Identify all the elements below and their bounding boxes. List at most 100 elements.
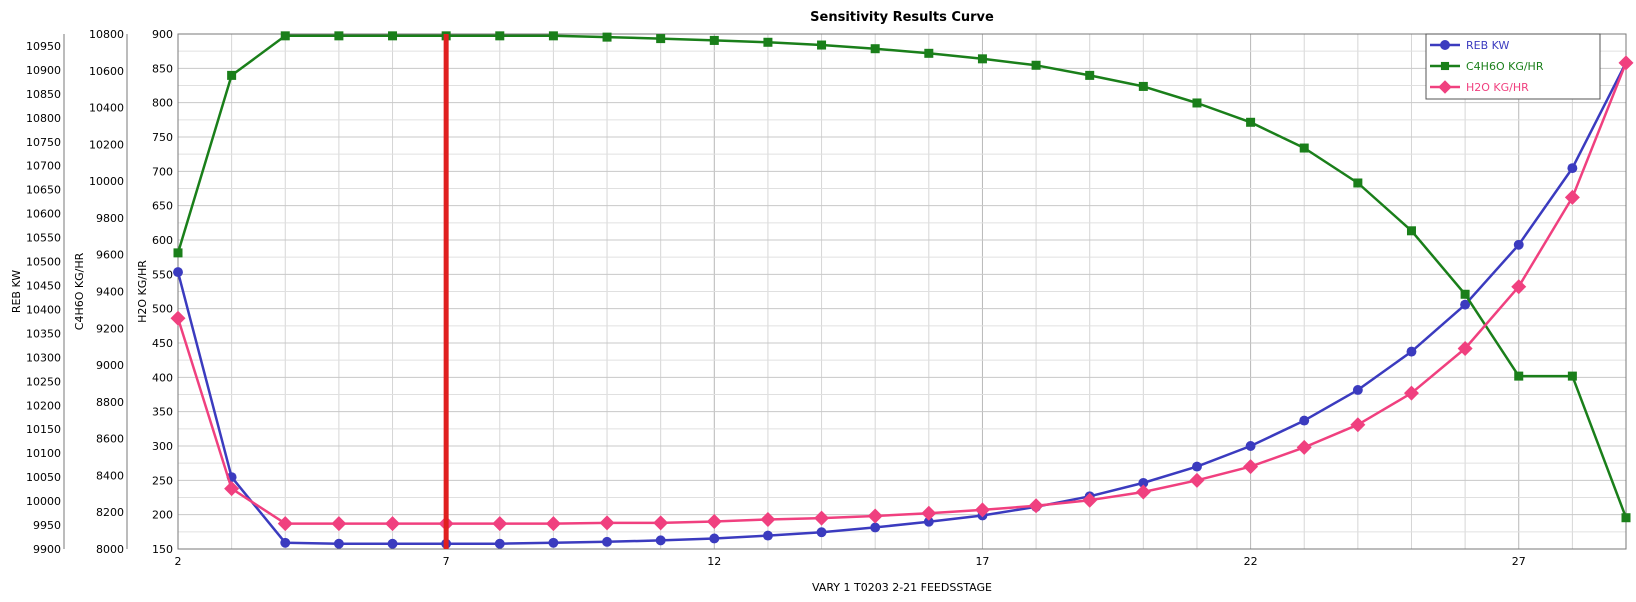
- data-point-c4h6o: [1514, 371, 1524, 381]
- y-tick-label-c4h6o: 10600: [89, 65, 124, 78]
- data-point-h2o: [1189, 472, 1205, 488]
- data-point-c4h6o: [1460, 289, 1470, 299]
- data-point-h2o: [331, 516, 347, 532]
- data-point-reb: [1138, 477, 1149, 488]
- data-point-reb: [1460, 299, 1471, 310]
- legend-label-h2o: H2O KG/HR: [1466, 81, 1529, 94]
- y-tick-label-h2o: 550: [152, 268, 173, 281]
- x-tick-label: 7: [443, 555, 450, 568]
- data-point-c4h6o: [763, 37, 773, 47]
- y-tick-label-h2o: 300: [152, 440, 173, 453]
- data-point-h2o: [545, 516, 561, 532]
- data-point-reb: [387, 538, 398, 549]
- data-point-reb: [655, 535, 666, 546]
- y-tick-label-h2o: 150: [152, 543, 173, 556]
- y-tick-label-reb: 10500: [26, 256, 61, 269]
- data-point-c4h6o: [1353, 178, 1363, 188]
- data-point-reb: [1406, 346, 1417, 357]
- data-point-c4h6o: [977, 54, 987, 64]
- x-tick-label: 27: [1512, 555, 1526, 568]
- y-tick-label-h2o: 750: [152, 131, 173, 144]
- vary-marker-line[interactable]: [443, 34, 449, 549]
- data-point-h2o: [760, 511, 776, 527]
- y-tick-label-reb: 10950: [26, 40, 61, 53]
- chart-title: Sensitivity Results Curve: [810, 10, 994, 25]
- data-point-c4h6o: [1299, 143, 1309, 153]
- data-point-h2o: [385, 516, 401, 532]
- data-point-reb: [494, 538, 505, 549]
- y-tick-label-h2o: 600: [152, 234, 173, 247]
- data-point-c4h6o: [227, 70, 237, 80]
- data-point-c4h6o: [656, 34, 666, 44]
- data-point-h2o: [492, 516, 508, 532]
- data-point-reb: [816, 527, 827, 538]
- y-tick-label-reb: 10050: [26, 471, 61, 484]
- y-tick-label-reb: 10550: [26, 232, 61, 245]
- y-tick-label-reb: 10750: [26, 136, 61, 149]
- data-point-h2o: [706, 514, 722, 530]
- data-point-c4h6o: [1192, 98, 1202, 108]
- data-point-reb: [173, 267, 183, 278]
- data-point-c4h6o: [1085, 70, 1095, 80]
- legend-marker-c4h6o: [1440, 61, 1450, 71]
- data-point-reb: [1352, 384, 1363, 395]
- x-tick-label: 2: [175, 555, 182, 568]
- y-axis-title-reb: REB KW: [10, 270, 23, 313]
- data-point-h2o: [1511, 279, 1527, 295]
- y-tick-label-reb: 9950: [33, 519, 61, 532]
- y-tick-label-h2o: 500: [152, 303, 173, 316]
- data-point-c4h6o: [280, 31, 290, 41]
- legend-label-reb: REB KW: [1466, 39, 1509, 52]
- data-point-h2o: [974, 502, 990, 518]
- data-point-h2o: [1403, 385, 1419, 401]
- data-point-c4h6o: [924, 48, 934, 58]
- data-point-c4h6o: [1138, 81, 1148, 91]
- y-tick-label-h2o: 900: [152, 28, 173, 41]
- x-tick-label: 17: [975, 555, 989, 568]
- legend-marker-reb: [1440, 40, 1450, 50]
- y-axis-title-c4h6o: C4H6O KG/HR: [73, 252, 86, 330]
- data-point-h2o: [1135, 484, 1151, 500]
- y-axis-title-h2o: H2O KG/HR: [136, 260, 149, 323]
- data-point-c4h6o: [870, 44, 880, 54]
- y-tick-label-reb: 10300: [26, 351, 61, 364]
- data-point-reb: [280, 537, 291, 548]
- x-tick-label: 12: [707, 555, 721, 568]
- y-tick-label-reb: 10400: [26, 303, 61, 316]
- y-tick-label-c4h6o: 10200: [89, 138, 124, 151]
- axes: 2 7 12 17 22 27990099501000010050101001015010…: [10, 28, 1627, 568]
- data-point-c4h6o: [388, 31, 398, 41]
- series-h2o: [170, 55, 1634, 532]
- y-tick-label-reb: 10450: [26, 280, 61, 293]
- data-point-reb: [333, 538, 344, 549]
- y-tick-label-c4h6o: 10800: [89, 28, 124, 41]
- data-point-c4h6o: [602, 32, 612, 42]
- series-line-h2o: [176, 62, 1628, 525]
- data-point-c4h6o: [1406, 226, 1416, 236]
- y-tick-label-h2o: 250: [152, 474, 173, 487]
- data-point-reb: [923, 516, 934, 527]
- data-point-h2o: [653, 515, 669, 531]
- y-tick-label-reb: 10150: [26, 423, 61, 436]
- data-point-h2o: [921, 505, 937, 521]
- y-tick-label-c4h6o: 8800: [96, 396, 124, 409]
- data-point-h2o: [277, 516, 293, 532]
- data-point-c4h6o: [173, 248, 183, 258]
- series-line-c4h6o: [176, 34, 1628, 519]
- y-tick-label-h2o: 650: [152, 200, 173, 213]
- data-point-h2o: [1028, 498, 1044, 514]
- legend-marker-h2o: [1438, 80, 1452, 94]
- y-tick-label-c4h6o: 9200: [96, 322, 124, 335]
- y-tick-label-h2o: 800: [152, 97, 173, 110]
- data-point-reb: [762, 530, 773, 541]
- y-tick-label-c4h6o: 9800: [96, 212, 124, 225]
- y-tick-label-reb: 10350: [26, 327, 61, 340]
- data-point-c4h6o: [817, 40, 827, 50]
- y-tick-label-c4h6o: 10400: [89, 102, 124, 115]
- data-point-reb: [1513, 239, 1524, 250]
- data-point-h2o: [1618, 55, 1634, 71]
- y-tick-label-reb: 10650: [26, 184, 61, 197]
- y-tick-label-reb: 10800: [26, 112, 61, 125]
